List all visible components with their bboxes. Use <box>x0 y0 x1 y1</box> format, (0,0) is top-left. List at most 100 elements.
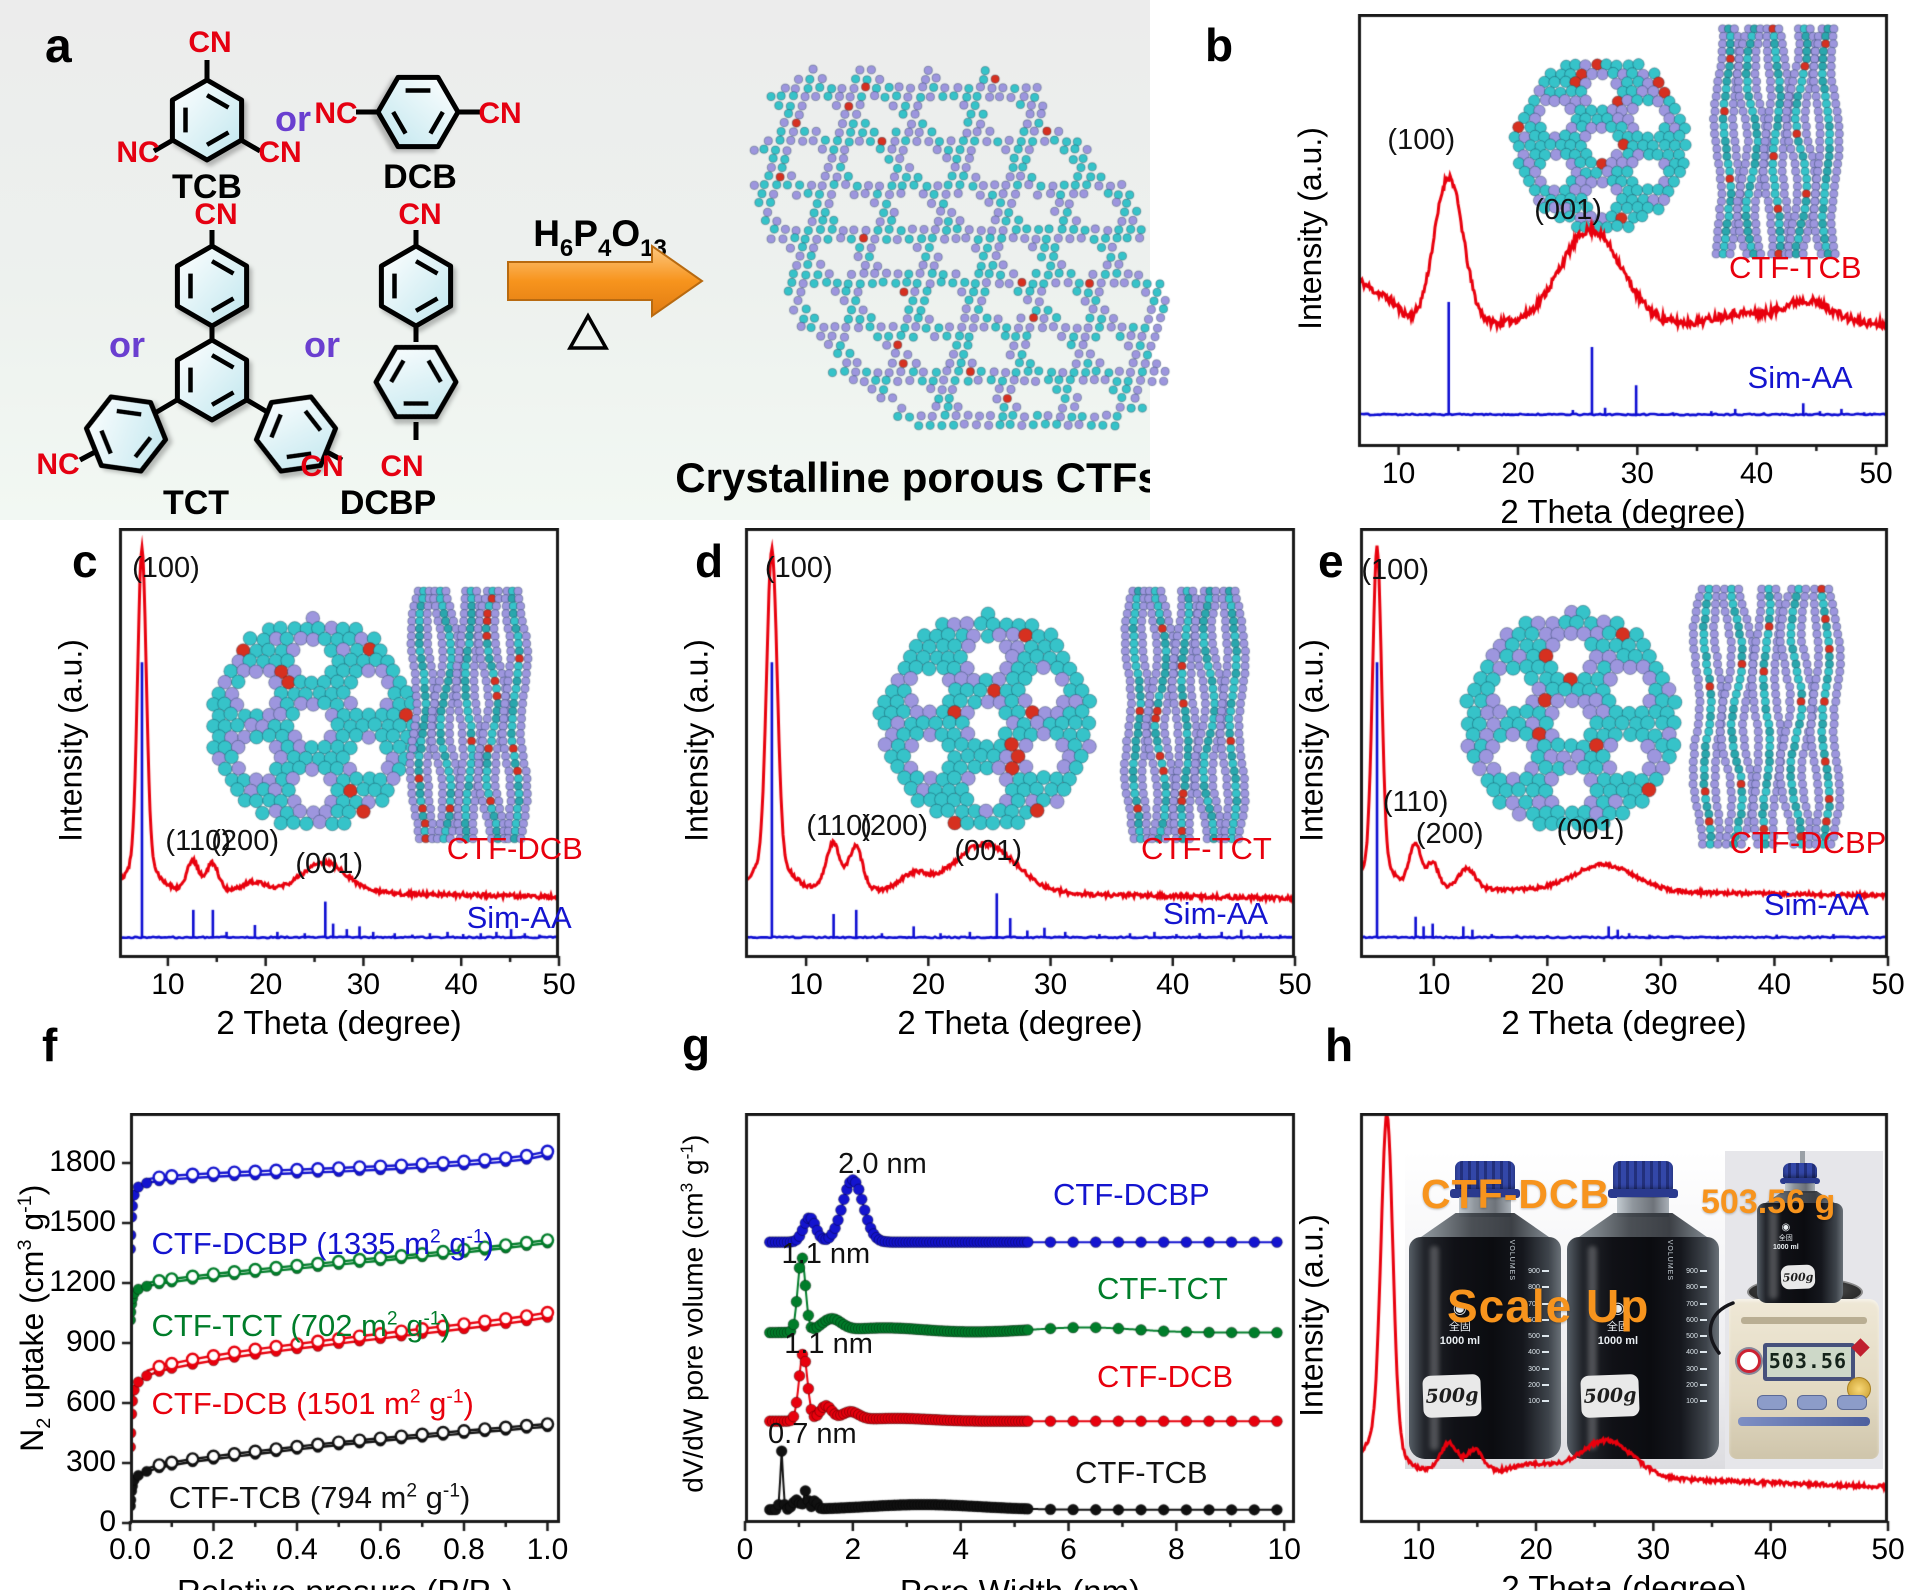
reaction-arrow-icon <box>507 244 704 318</box>
tick-label: 0.6 <box>359 1533 402 1566</box>
delta-heat-icon <box>567 312 609 350</box>
tick-label: 10 <box>151 968 185 1001</box>
tick-label: 20 <box>1530 968 1565 1001</box>
peak-annotation: (110) <box>165 824 231 857</box>
cn-group: CN <box>188 26 231 59</box>
tick-label: 10 <box>1417 968 1451 1001</box>
tick-label: 300 <box>65 1445 116 1478</box>
cn-group: CN <box>478 97 521 130</box>
molecule-tct: CN NC CN TCT <box>36 198 343 522</box>
cn-group: CN <box>398 198 441 231</box>
x-axis-label: 2 Theta (degree) <box>1501 1569 1747 1590</box>
peak-annotation: (200) <box>1415 818 1484 851</box>
tick-label: 1500 <box>49 1205 116 1238</box>
peak-annotation: 2.0 nm <box>838 1147 927 1180</box>
tick-label: 50 <box>1859 457 1893 490</box>
series-label: Sim-AA <box>466 899 572 935</box>
chart-canvas-h <box>1346 1113 1902 1539</box>
peak-annotation: (001) <box>954 835 1023 868</box>
series-label: Sim-AA <box>1763 887 1869 923</box>
tick-label: 50 <box>1871 1533 1905 1566</box>
tick-label: 20 <box>1519 1533 1553 1566</box>
tick-label: 40 <box>1757 968 1792 1001</box>
peak-annotation: 1.1 nm <box>781 1238 871 1271</box>
series-label: CTF-DCB (1501 m2 g-1) <box>151 1385 474 1421</box>
tick-label: 8 <box>1168 1533 1185 1566</box>
cn-group: CN <box>258 136 301 169</box>
molecule-name: TCB <box>172 168 242 206</box>
tick-label: 10 <box>1267 1533 1301 1566</box>
series-label: CTF-DCB <box>446 831 583 867</box>
series-label: CTF-TCT (702 m2 g-1) <box>151 1307 451 1343</box>
chart-canvas-e <box>1346 528 1902 974</box>
panel-label: b <box>1205 19 1234 71</box>
or-text: or <box>304 324 340 365</box>
panel-d-xrd-ctf-tct: d Intensity (a.u.) 2 Theta (degree) 10 20… <box>660 520 1312 1041</box>
panel-label: f <box>42 1019 58 1071</box>
tick-label: 1200 <box>49 1265 116 1298</box>
series-label: CTF-TCB (794 m2 g-1) <box>168 1479 471 1515</box>
tick-label: 0.8 <box>443 1533 485 1566</box>
or-text: or <box>109 324 145 365</box>
chart-canvas-d <box>731 528 1309 974</box>
panel-label: d <box>695 535 724 587</box>
tick-label: 20 <box>911 968 946 1001</box>
y-axis-label: Intensity (a.u.) <box>1291 126 1328 330</box>
tick-label: 50 <box>542 968 576 1001</box>
tick-label: 40 <box>1753 1533 1788 1566</box>
tick-label: 10 <box>789 968 823 1001</box>
x-axis-label: 2 Theta (degree) <box>1501 1004 1747 1041</box>
series-label: CTF-DCB <box>1097 1359 1234 1394</box>
panel-label: c <box>72 535 98 587</box>
panel-label: g <box>682 1019 711 1071</box>
nc-group: NC <box>116 136 159 169</box>
tick-label: 10 <box>1381 457 1416 490</box>
series-label: CTF-TCT <box>1097 1270 1228 1306</box>
nc-group: NC <box>36 448 79 481</box>
panel-label: a <box>45 20 72 73</box>
molecule-name: DCB <box>383 158 457 196</box>
tick-label: 0 <box>736 1533 754 1566</box>
series-label: CTF-TCT <box>1141 831 1272 867</box>
molecule-name: DCBP <box>340 484 436 520</box>
series-label: CTF-DCBP <box>1053 1176 1210 1212</box>
chart-canvas-b <box>1344 14 1902 463</box>
peak-annotation: 1.1 nm <box>784 1328 873 1361</box>
tick-label: 0.2 <box>192 1533 235 1566</box>
tick-label: 4 <box>952 1533 970 1566</box>
panel-a-scheme: a CN NC CN TCB or NC CN DCB <box>0 0 1190 522</box>
peak-annotation: (001) <box>1534 193 1602 226</box>
molecule-name: TCT <box>163 484 229 520</box>
y-axis-label: Intensity (a.u.) <box>52 639 89 842</box>
tick-label: 10 <box>1401 1533 1436 1566</box>
panel-b-xrd-ctf-tcb: b Intensity (a.u.) 2 Theta (degree) 10 20… <box>1150 0 1923 530</box>
peak-annotation: (001) <box>1556 813 1625 846</box>
molecule-dcbp: CN CN DCBP <box>340 198 466 522</box>
cn-group: CN <box>300 450 343 483</box>
peak-annotation: (200) <box>860 809 928 842</box>
tick-label: 30 <box>1620 457 1654 490</box>
ctf-framework-structure <box>690 52 1190 462</box>
cn-group: CN <box>194 198 237 231</box>
panel-label: e <box>1318 535 1344 587</box>
tick-label: 30 <box>1033 968 1068 1001</box>
peak-annotation: (100) <box>1387 124 1456 157</box>
chart-canvas-g <box>731 1113 1309 1539</box>
panel-e-xrd-ctf-dcbp: e Intensity (a.u.) 2 Theta (degree) 10 20… <box>1280 520 1923 1041</box>
peak-annotation: (100) <box>1361 553 1430 586</box>
tick-label: 20 <box>1501 457 1535 490</box>
peak-annotation: 0.7 nm <box>768 1418 857 1451</box>
peak-annotation: (100) <box>132 551 200 584</box>
x-axis-label: 2 Theta (degree) <box>216 1004 462 1041</box>
x-axis-label: Pore Width (nm) <box>745 1573 1295 1590</box>
series-label: Sim-AA <box>1747 360 1853 396</box>
panel-h-scaleup-xrd: h Intensity (a.u.) 2 Theta (degree) ◉全固1… <box>1280 1020 1923 1590</box>
y-axis-label: dV/dW pore volume (cm3 g-1) <box>676 1134 709 1493</box>
tick-label: 0.0 <box>109 1533 151 1566</box>
series-label: CTF-DCBP <box>1729 824 1887 860</box>
peak-annotation: (110) <box>1382 786 1449 818</box>
peak-annotation: (100) <box>764 551 833 584</box>
tick-label: 600 <box>65 1385 116 1418</box>
tick-label: 900 <box>65 1325 116 1358</box>
